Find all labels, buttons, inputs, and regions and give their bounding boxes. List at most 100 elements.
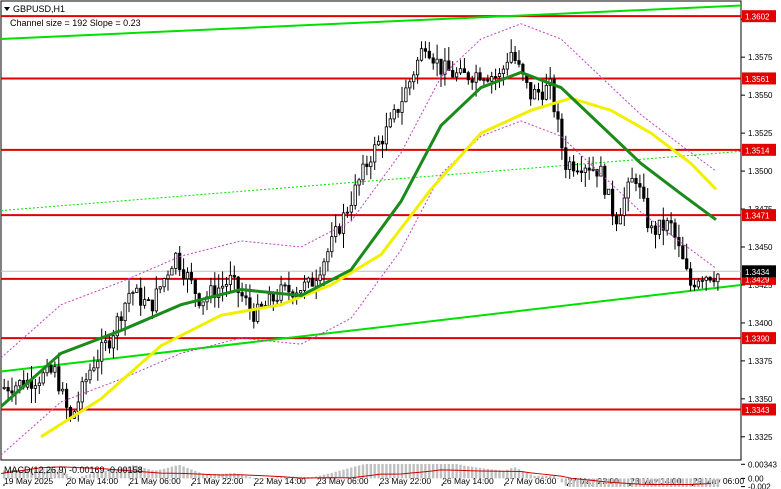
candle-body xyxy=(150,299,154,312)
candle-body xyxy=(583,167,587,173)
candle-body xyxy=(302,281,307,291)
macd-bar xyxy=(642,478,645,487)
candle-body xyxy=(681,245,685,260)
candle xyxy=(170,265,174,276)
macd-bar xyxy=(529,474,532,479)
candle-body xyxy=(478,72,482,81)
candle-body xyxy=(139,287,143,306)
macd-tick-label-1: 0.00 xyxy=(748,474,764,483)
candle-body xyxy=(18,380,22,387)
macd-bar xyxy=(174,465,177,479)
price-panel[interactable] xyxy=(0,0,742,461)
candle xyxy=(53,361,57,378)
candle xyxy=(139,277,143,316)
macd-bar xyxy=(112,470,115,479)
macd-bar xyxy=(474,467,478,479)
candle xyxy=(330,222,334,258)
channel-upper-line xyxy=(0,4,742,40)
candle xyxy=(533,84,537,100)
candle-body xyxy=(33,385,38,389)
candle xyxy=(650,220,654,234)
price-tick-label-3: 1.3525 xyxy=(748,129,773,138)
candle-body xyxy=(630,177,634,183)
candle-body xyxy=(626,181,630,199)
candle-body xyxy=(298,290,303,294)
candle-body xyxy=(533,89,537,100)
candle xyxy=(618,207,623,225)
candle-body xyxy=(189,272,193,281)
macd-bar xyxy=(84,475,88,479)
candle-body xyxy=(240,292,244,297)
candle xyxy=(665,217,669,236)
candle xyxy=(361,154,365,185)
candle xyxy=(572,155,576,177)
candle-body xyxy=(88,369,92,381)
candle xyxy=(454,67,459,82)
candle xyxy=(529,82,533,106)
macd-bar xyxy=(217,473,220,479)
candle xyxy=(404,79,408,103)
macd-bar xyxy=(299,476,302,479)
candle-body xyxy=(334,226,338,237)
price-tick-label-8: 1.3400 xyxy=(748,319,773,328)
candle-body xyxy=(337,226,342,234)
candle-body xyxy=(505,61,509,70)
macd-bar xyxy=(662,478,665,487)
candle xyxy=(716,272,720,291)
candle xyxy=(482,77,486,85)
candle-body xyxy=(322,261,326,276)
level-label-6: 1.3343 xyxy=(745,406,770,415)
macd-bar xyxy=(607,478,610,487)
macd-bar xyxy=(38,468,41,479)
candle xyxy=(84,373,88,395)
candle-body xyxy=(412,74,416,83)
candle xyxy=(447,47,451,71)
candle-body xyxy=(131,292,135,294)
macd-bar xyxy=(73,478,76,479)
candle xyxy=(33,378,38,403)
candle-body xyxy=(166,274,170,280)
candle xyxy=(412,71,416,90)
candle xyxy=(439,58,443,87)
candle xyxy=(470,75,474,90)
candle-body xyxy=(556,111,560,120)
candle-body xyxy=(287,284,291,293)
candle xyxy=(365,155,369,176)
macd-bar xyxy=(697,478,700,487)
candle-body xyxy=(404,87,408,103)
current-price-label-bg xyxy=(742,265,776,278)
candle-body xyxy=(341,212,346,234)
candle xyxy=(583,164,587,187)
macd-bar xyxy=(630,478,634,487)
macd-bar xyxy=(135,465,138,479)
candle-body xyxy=(568,161,572,170)
macd-bar xyxy=(494,469,497,479)
price-tick-label-4: 1.3500 xyxy=(748,167,773,176)
candle-body xyxy=(271,293,275,302)
macd-bar xyxy=(666,478,669,487)
macd-bar xyxy=(143,467,146,479)
time-label-2: 21 May 06:00 xyxy=(129,476,181,486)
macd-bar xyxy=(318,475,322,479)
candle xyxy=(181,258,186,286)
candle xyxy=(119,311,123,330)
candle-body xyxy=(318,274,322,281)
candle xyxy=(131,290,135,306)
macd-indicator: 0.00343 0.00-0.002 xyxy=(0,460,777,489)
candle-body xyxy=(236,276,240,293)
candle xyxy=(415,56,420,84)
macd-tick-label-0: 0.00343 xyxy=(748,460,777,469)
candle xyxy=(88,363,92,384)
macd-bar xyxy=(572,478,575,487)
macd-bar xyxy=(365,464,369,479)
level-label-bg-2 xyxy=(742,143,776,156)
macd-bar xyxy=(560,478,564,483)
macd-bar xyxy=(373,464,376,479)
macd-bar xyxy=(459,464,462,479)
level-label-3: 1.3471 xyxy=(745,212,770,221)
level-label-bg-0 xyxy=(742,10,776,23)
candle xyxy=(443,48,447,86)
macd-bar xyxy=(389,464,392,479)
macd-bar xyxy=(564,478,567,486)
